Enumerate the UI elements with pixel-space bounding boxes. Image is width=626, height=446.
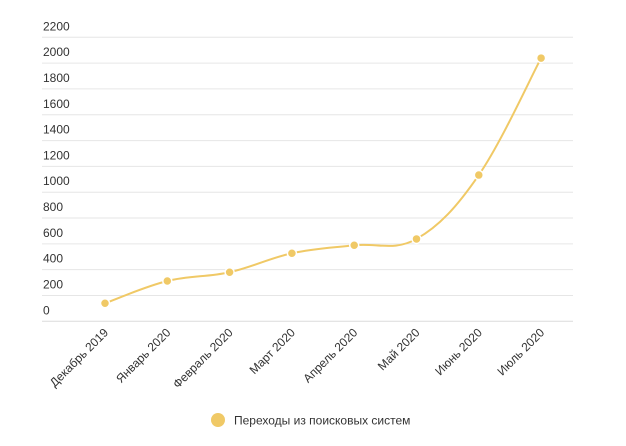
legend[interactable]: Переходы из поисковых систем bbox=[211, 413, 410, 428]
y-tick-label: 1800 bbox=[43, 71, 70, 85]
grid-lines bbox=[42, 36, 573, 322]
data-point[interactable] bbox=[162, 275, 173, 287]
data-point[interactable] bbox=[286, 248, 298, 259]
data-point[interactable] bbox=[411, 233, 422, 245]
x-tick-label: Май 2020 bbox=[375, 325, 423, 373]
x-tick-label: Июль 2020 bbox=[494, 325, 547, 378]
y-tick-label: 1200 bbox=[43, 148, 70, 162]
series-line bbox=[104, 57, 542, 305]
data-point[interactable] bbox=[348, 240, 360, 251]
y-tick-label: 200 bbox=[43, 277, 63, 291]
data-point[interactable] bbox=[99, 297, 111, 309]
y-tick-label: 400 bbox=[43, 252, 63, 266]
x-tick-label: Январь 2020 bbox=[113, 325, 173, 385]
legend-label: Переходы из поисковых систем bbox=[234, 414, 410, 428]
y-tick-label: 2000 bbox=[43, 45, 70, 59]
data-point[interactable] bbox=[473, 169, 485, 181]
legend-marker-icon bbox=[211, 413, 225, 427]
x-tick-label: Февраль 2020 bbox=[170, 325, 236, 391]
x-tick-label: Июнь 2020 bbox=[432, 325, 485, 378]
x-tick-label: Март 2020 bbox=[247, 325, 299, 377]
y-tick-label: 0 bbox=[43, 303, 50, 317]
y-tick-label: 800 bbox=[43, 200, 63, 214]
x-tick-label: Декабрь 2019 bbox=[47, 325, 111, 389]
data-point[interactable] bbox=[535, 52, 547, 64]
series-points bbox=[99, 52, 547, 309]
y-tick-label: 1600 bbox=[43, 97, 70, 111]
y-tick-label: 1000 bbox=[43, 174, 70, 188]
y-tick-label: 600 bbox=[43, 226, 63, 240]
y-axis-ticks: 0 200 400 600 800 1000 1200 1400 1600 1800 2000 220… bbox=[43, 19, 70, 317]
y-tick-label: 2200 bbox=[43, 19, 70, 33]
y-tick-label: 1400 bbox=[43, 123, 70, 137]
x-tick-label: Апрель 2020 bbox=[300, 325, 360, 385]
data-point[interactable] bbox=[224, 266, 235, 278]
